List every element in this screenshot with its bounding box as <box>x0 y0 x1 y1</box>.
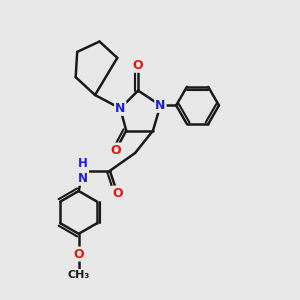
Text: CH₃: CH₃ <box>68 270 90 280</box>
Text: O: O <box>112 187 123 200</box>
Text: H
N: H N <box>78 157 88 185</box>
Text: O: O <box>74 248 84 260</box>
Text: O: O <box>133 59 143 72</box>
Text: N: N <box>155 99 166 112</box>
Text: O: O <box>110 143 121 157</box>
Text: N: N <box>115 102 125 115</box>
